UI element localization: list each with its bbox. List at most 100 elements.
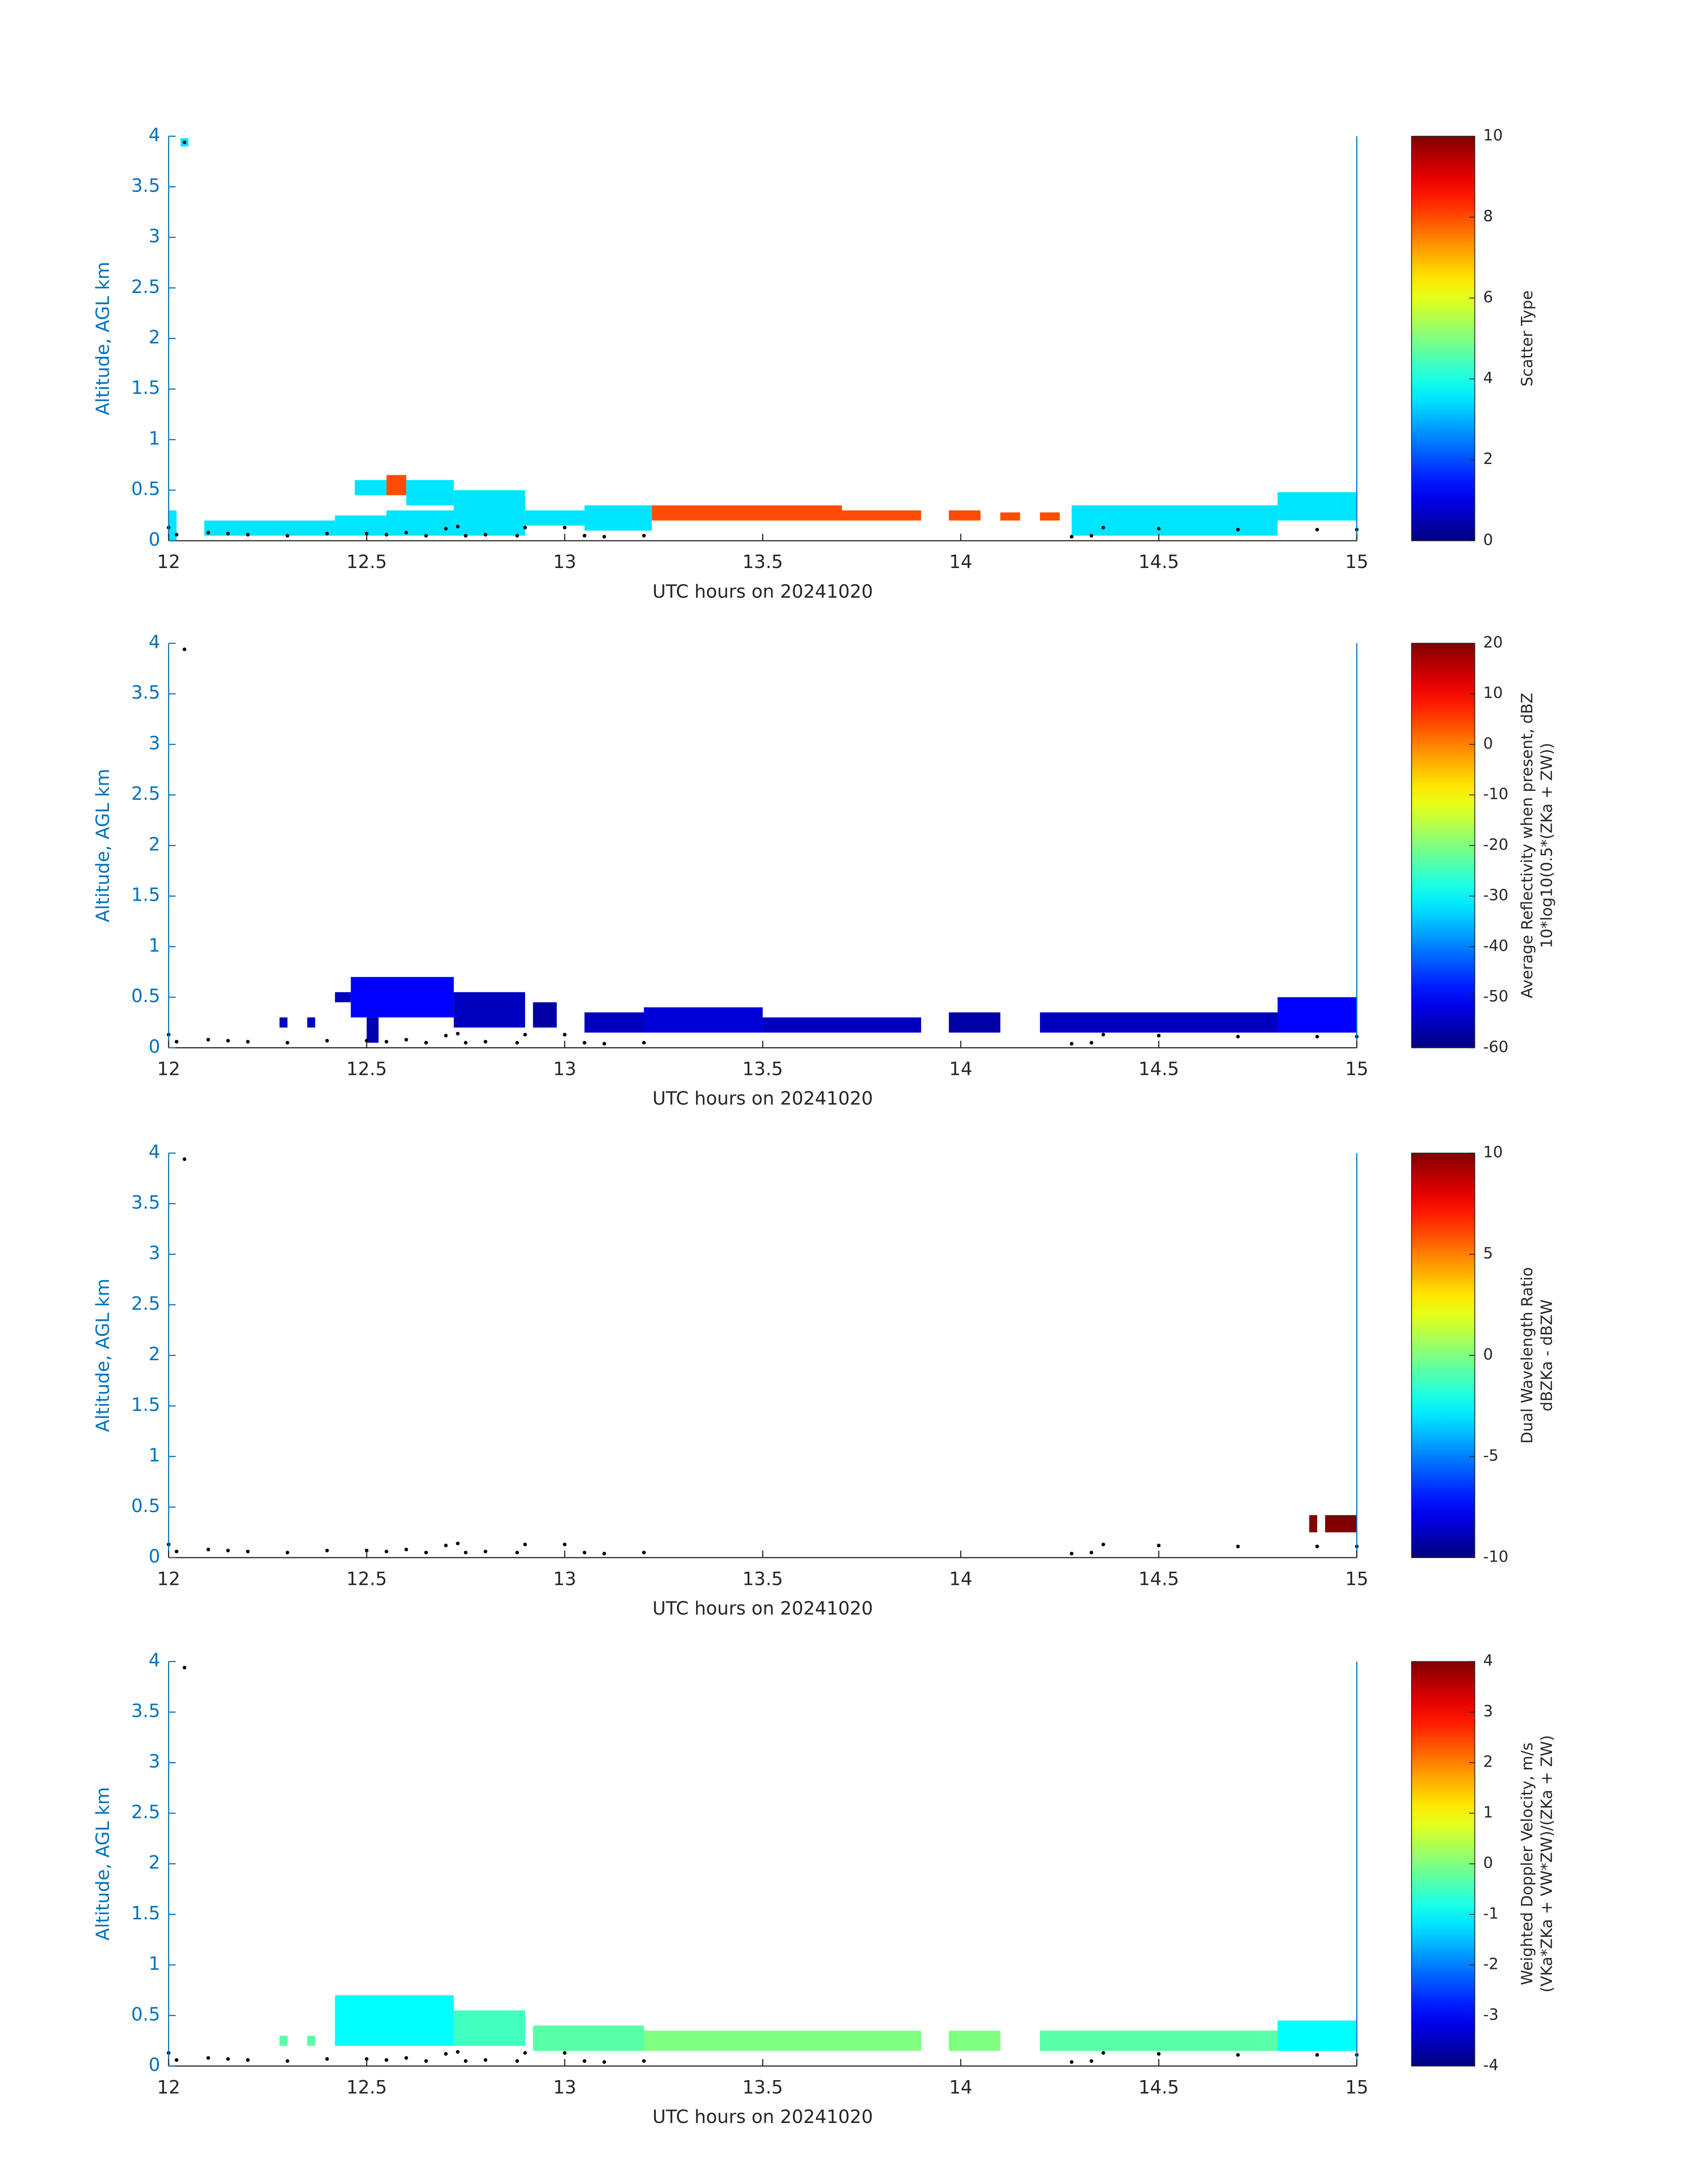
ground-dot [1157,1034,1161,1038]
ground-dot [183,1666,187,1670]
colorbar-tick-label: 10 [1483,1144,1503,1162]
ground-dot [325,1039,329,1043]
cell [386,475,406,495]
y-axis-label: Altitude, AGL km [92,1279,113,1432]
x-tick-label: 14.5 [1138,1568,1179,1589]
colorbar-tick-label: 10 [1483,684,1503,702]
cell [351,977,454,1018]
y-tick-label: 0 [149,1546,160,1567]
ground-dot [563,2051,567,2055]
ground-dot [444,526,448,531]
x-tick-label: 13 [553,2077,576,2098]
ground-dot [484,2058,488,2062]
ground-dot [246,1550,250,1554]
cell [1309,1515,1317,1533]
y-tick-label: 1.5 [131,884,160,906]
ground-dot [523,526,527,530]
y-tick-label: 2.5 [131,276,160,297]
colorbar [1411,136,1475,541]
cell [643,2031,921,2051]
cell [204,520,335,536]
ground-dot [1157,526,1161,531]
y-tick-label: 0.5 [131,2003,160,2025]
colorbar-tick-label: 20 [1483,634,1503,652]
ground-dot [384,1040,388,1044]
colorbar-tick-label: 1 [1483,1804,1493,1822]
x-tick-label: 15 [1345,1568,1368,1589]
ground-dot [1069,535,1073,539]
ground-dot [642,534,646,538]
colorbar-tick-label: 2 [1483,450,1493,468]
ground-dot [582,2059,587,2063]
cell [525,510,585,526]
colorbar-tick-label: 6 [1483,288,1493,306]
x-tick-label: 15 [1345,1058,1368,1080]
ground-dot [1101,1032,1105,1036]
ground-dot [523,2051,527,2055]
ground-dot [285,2059,289,2063]
y-tick-label: 3 [149,1242,160,1264]
cell [307,2035,315,2046]
colorbar-tick-label: -10 [1483,786,1508,803]
cell [948,510,981,521]
cell [386,510,525,536]
ground-dot [464,2059,468,2063]
x-tick-label: 13 [553,1058,576,1080]
x-tick-label: 13.5 [743,1058,783,1080]
cell [584,1012,644,1033]
x-tick-label: 12.5 [347,1058,387,1080]
y-tick-label: 1.5 [131,377,160,398]
x-tick-label: 13 [553,551,576,572]
cell [307,1017,315,1028]
colorbar-tick-label: -10 [1483,1548,1508,1566]
x-tick-label: 14.5 [1138,2077,1179,2098]
x-tick-label: 12.5 [347,1568,387,1589]
colorbar-tick-label: -30 [1483,886,1508,904]
ground-dot [1101,1542,1105,1546]
y-tick-label: 2 [149,833,160,855]
y-tick-label: 0 [149,529,160,550]
ground-dot [226,1039,230,1043]
ground-dot [1157,2052,1161,2056]
ground-dot [515,1040,519,1045]
ground-dot [365,2057,369,2061]
colorbar-tick-label: 10 [1483,127,1503,145]
ground-dot [602,535,606,539]
y-tick-label: 0 [149,1036,160,1057]
y-tick-label: 1.5 [131,1902,160,1924]
colorbar-label: 10*log10(0.5*(ZKa + ZW)) [1538,743,1556,948]
colorbar-tick-label: 0 [1483,1854,1493,1872]
colorbar-tick-label: 4 [1483,1652,1493,1670]
ground-dot [365,531,369,536]
ground-dot [424,1550,428,1554]
x-tick-label: 13.5 [743,2077,783,2098]
y-tick-label: 0 [149,2054,160,2076]
colorbar-tick-label: -60 [1483,1038,1508,1056]
ground-dot [183,647,187,652]
colorbar-tick-label: 4 [1483,369,1493,387]
cell [406,480,454,506]
cell [335,1995,454,2046]
colorbar-label: (VKa*ZKa + VW*ZW)/(ZKa + ZW) [1538,1735,1556,1992]
ground-dot [456,1542,460,1546]
ground-dot [484,533,488,537]
colorbar-tick-label: -5 [1483,1447,1499,1465]
ground-dot [1236,1035,1240,1039]
cell [1000,512,1020,521]
ground-dot [206,531,210,535]
y-tick-label: 2 [149,326,160,348]
cell [335,515,387,536]
ground-dot [523,1542,527,1546]
ground-dot [246,2058,250,2062]
ground-dot [456,2050,460,2054]
x-tick-label: 14.5 [1138,551,1179,572]
colorbar-tick-label: 8 [1483,208,1493,226]
x-tick-label: 14 [949,1568,973,1589]
ground-dot [456,1032,460,1036]
y-tick-label: 3 [149,1751,160,1772]
ground-dot [582,1040,587,1045]
y-tick-label: 3.5 [131,682,160,703]
x-tick-label: 12 [157,1568,180,1589]
ground-dot [226,1549,230,1553]
